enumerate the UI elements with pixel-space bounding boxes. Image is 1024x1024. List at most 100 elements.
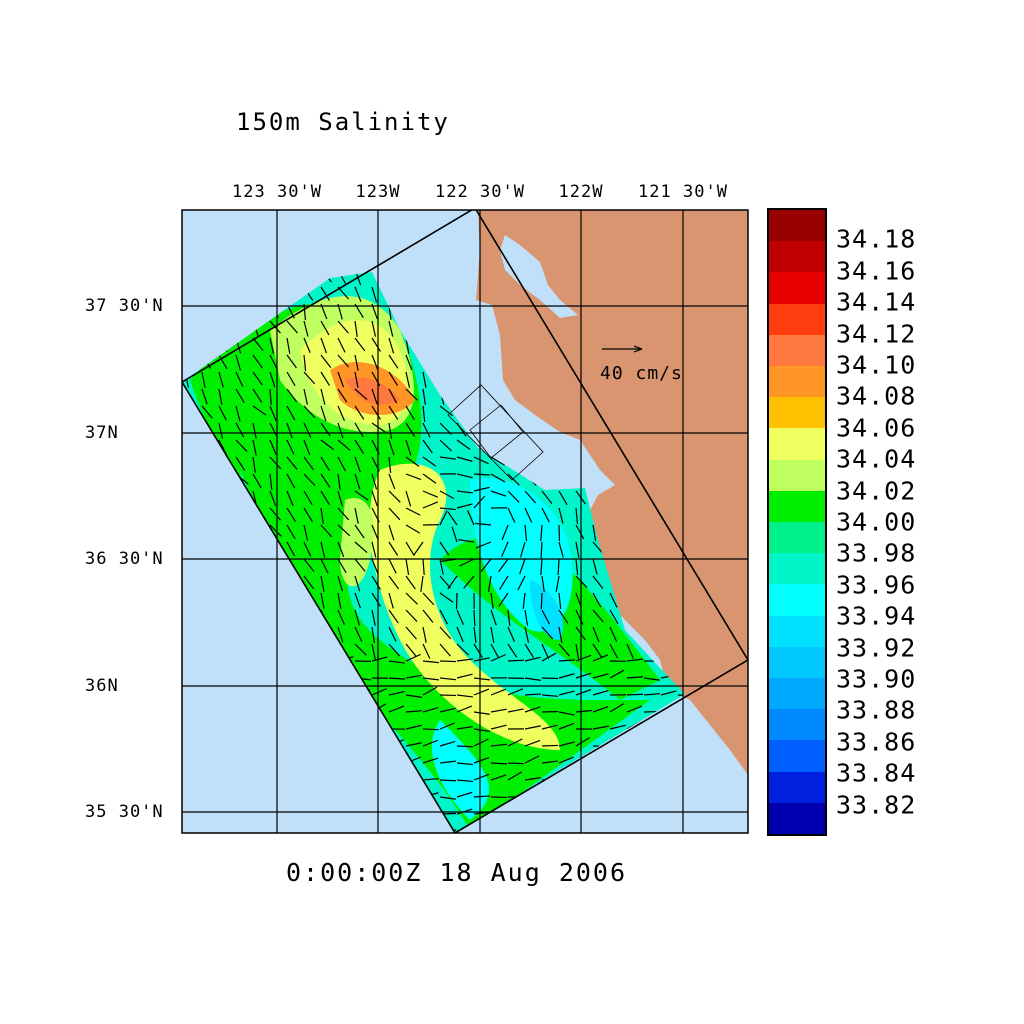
current-vector <box>405 371 411 388</box>
current-vector <box>405 490 412 507</box>
current-vector <box>524 609 529 626</box>
current-vector <box>575 737 590 747</box>
current-vector <box>320 558 329 574</box>
lon-label: 122 30'W <box>435 182 525 202</box>
current-vector <box>490 774 507 781</box>
current-vector <box>354 507 359 524</box>
current-vector <box>456 609 464 625</box>
current-vector <box>439 779 457 782</box>
lon-label: 122W <box>558 182 604 202</box>
current-vector <box>337 609 345 625</box>
current-vector <box>422 757 439 764</box>
current-vector <box>320 490 330 505</box>
current-vector <box>354 371 359 388</box>
current-vector <box>456 745 474 748</box>
current-vector <box>354 490 369 501</box>
current-vector <box>677 694 685 697</box>
current-vector <box>558 490 568 506</box>
current-vector <box>524 643 534 658</box>
colorbar-swatch <box>769 553 825 585</box>
current-vector <box>490 609 497 626</box>
current-vector <box>473 795 491 798</box>
current-vector <box>575 609 584 625</box>
current-vector <box>337 626 344 643</box>
current-vector <box>320 456 330 471</box>
current-vector <box>337 558 347 574</box>
current-vector <box>303 371 316 385</box>
current-vector <box>303 558 315 572</box>
current-vector <box>286 439 295 455</box>
current-vector <box>490 688 507 696</box>
lat-label: 37N <box>85 423 119 443</box>
current-vector <box>439 626 452 640</box>
current-vector <box>609 724 626 730</box>
current-vector <box>354 575 361 592</box>
current-vector <box>519 541 526 558</box>
current-vector <box>303 388 308 405</box>
current-vector <box>592 689 609 696</box>
current-vector <box>456 658 473 662</box>
current-vector <box>371 286 378 303</box>
current-vector <box>575 654 592 662</box>
current-vector <box>592 524 597 541</box>
current-vector <box>609 703 624 713</box>
current-vector <box>541 626 554 640</box>
current-vector <box>498 558 509 573</box>
current-vector <box>388 677 406 680</box>
current-vector <box>252 371 263 386</box>
current-vector <box>354 337 366 352</box>
current-vector <box>388 354 399 369</box>
current-vector <box>354 320 358 337</box>
current-vector <box>371 541 377 558</box>
current-vector <box>371 575 381 590</box>
current-vector <box>507 643 518 658</box>
current-vector <box>458 539 475 543</box>
current-vector <box>337 456 347 472</box>
current-vector <box>235 388 245 404</box>
colorbar-swatch <box>769 366 825 398</box>
colorbar-label: 33.98 <box>836 538 917 568</box>
current-vector <box>337 405 345 421</box>
current-vector <box>507 490 520 503</box>
current-vector <box>558 659 576 662</box>
grid-lines <box>182 210 748 833</box>
current-vector <box>286 456 298 470</box>
current-vector <box>354 456 361 473</box>
current-vector <box>405 473 422 481</box>
current-vector <box>286 320 298 334</box>
current-vector <box>558 673 575 679</box>
current-vector <box>507 659 525 662</box>
current-vector <box>218 422 224 439</box>
current-vector <box>201 405 213 419</box>
current-vector <box>303 354 307 371</box>
current-vector <box>524 507 533 523</box>
colorbar-label: 33.84 <box>836 758 917 788</box>
current-vector <box>388 541 399 556</box>
current-vector <box>269 388 272 406</box>
current-vector <box>456 473 473 479</box>
plot-title: 150m Salinity <box>236 108 450 136</box>
current-vector <box>422 456 437 467</box>
current-vector <box>524 706 541 713</box>
current-vector <box>371 688 387 696</box>
current-vector <box>320 422 331 437</box>
current-vector <box>524 626 530 643</box>
current-vector <box>388 626 397 642</box>
current-vector <box>422 626 427 643</box>
current-vector <box>541 575 545 592</box>
current-vector <box>422 592 435 606</box>
current-vector <box>507 738 523 747</box>
time-label: 0:00:00Z 18 Aug 2006 <box>286 858 628 887</box>
current-vector <box>609 626 618 642</box>
current-vector <box>626 676 643 679</box>
current-vector <box>235 354 242 371</box>
current-vector <box>439 740 456 747</box>
lat-label: 36N <box>85 676 119 696</box>
colorbar-swatch <box>769 397 825 429</box>
current-vector <box>490 456 506 466</box>
current-vector <box>473 473 491 476</box>
current-vector <box>286 473 296 489</box>
current-vector <box>447 511 458 526</box>
current-vector <box>422 728 440 731</box>
colorbar-label: 34.04 <box>836 444 917 474</box>
